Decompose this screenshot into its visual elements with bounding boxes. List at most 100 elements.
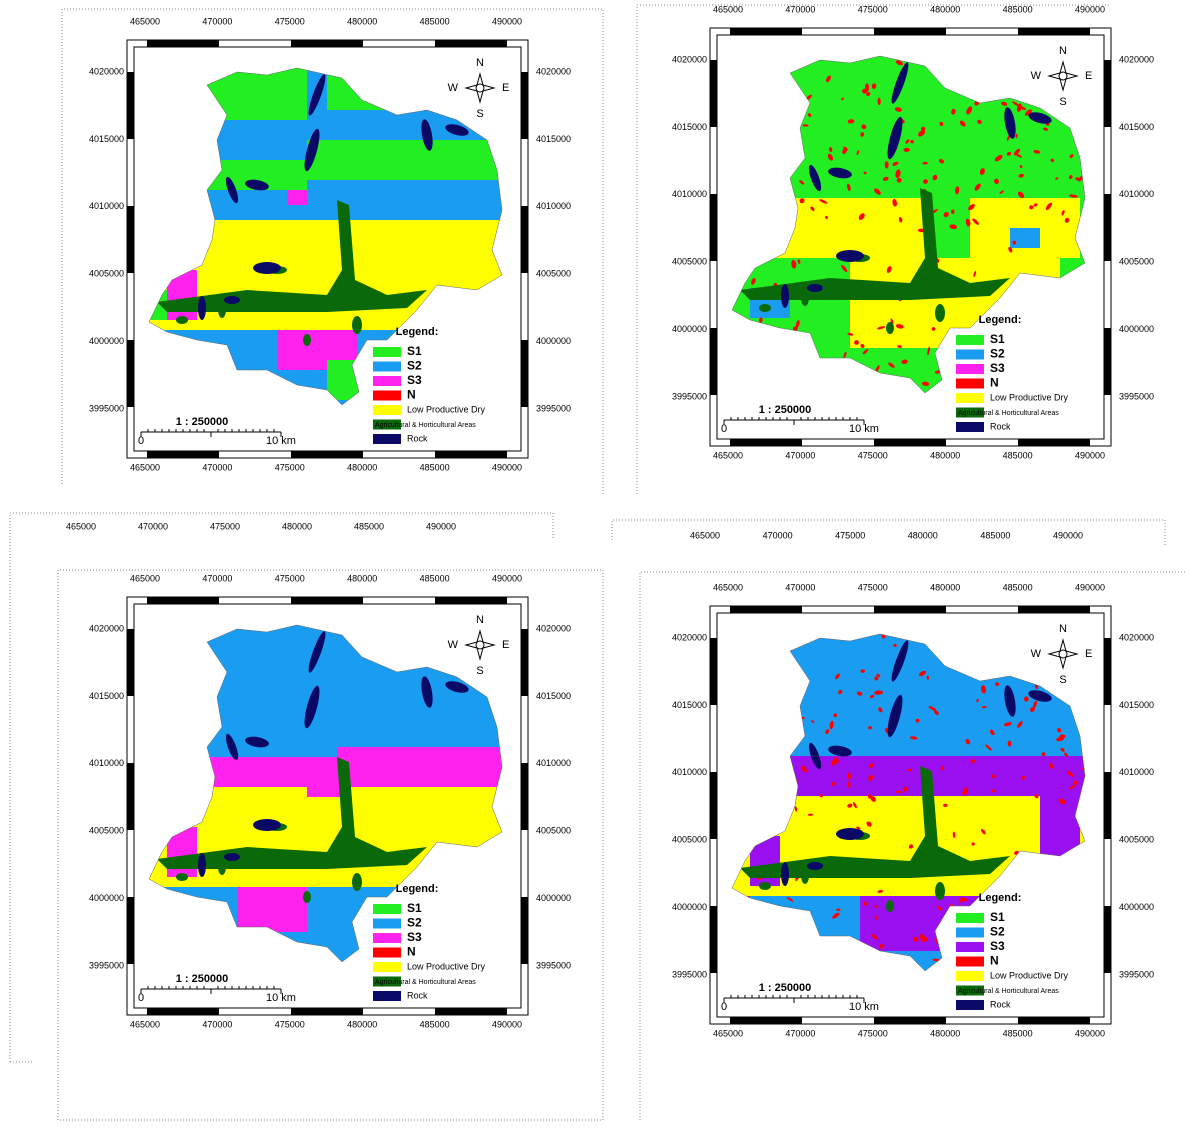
frame-bar: [147, 40, 219, 47]
rock-patch: [836, 250, 864, 262]
y-label: 4015000: [536, 134, 571, 144]
legend-swatch: [373, 376, 401, 386]
y-label: 4010000: [536, 758, 571, 768]
agri-patch: [176, 316, 188, 324]
scale-end: 10 km: [849, 1001, 879, 1013]
y-label: 4010000: [536, 201, 571, 211]
y-label: 4000000: [1119, 902, 1154, 912]
y-label: 4015000: [1119, 122, 1154, 132]
rock-patch: [198, 853, 206, 877]
map-panel: 4650004650004700004700004750004750004800…: [89, 16, 571, 472]
compass-s: S: [476, 665, 483, 677]
x-label: 485000: [420, 1019, 450, 1029]
y-label: 4000000: [672, 324, 707, 334]
legend-title: Legend:: [979, 314, 1022, 326]
agri-patch: [759, 304, 771, 312]
rock-patch: [807, 862, 823, 870]
y-label: 4010000: [89, 758, 124, 768]
legend-label: S3: [990, 939, 1005, 953]
legend-swatch: [956, 1000, 984, 1010]
stray-x-label: 480000: [908, 530, 938, 540]
y-label: 4005000: [672, 835, 707, 845]
frame-bar: [291, 451, 363, 458]
y-label: 4000000: [536, 336, 571, 346]
frame-bar: [127, 763, 134, 830]
region: [237, 887, 307, 932]
agri-patch: [886, 900, 894, 912]
x-label: 490000: [492, 462, 522, 472]
x-label: 490000: [1075, 582, 1105, 592]
compass-w: W: [1031, 70, 1042, 82]
map-panel: 4650004650004700004700004750004750004800…: [672, 582, 1154, 1038]
frame-bar: [1104, 638, 1111, 705]
legend-swatch: [373, 933, 401, 943]
y-label: 4020000: [89, 66, 124, 76]
legend-label: Rock: [407, 433, 428, 443]
frame-bar: [291, 1008, 363, 1015]
legend-label: S1: [407, 344, 422, 358]
x-label: 480000: [347, 1019, 377, 1029]
rock-patch: [198, 296, 206, 320]
legend-label: S3: [407, 373, 422, 387]
y-label: 4010000: [1119, 767, 1154, 777]
legend-title: Legend:: [979, 892, 1022, 904]
x-label: 475000: [858, 450, 888, 460]
legend-label: S2: [407, 359, 422, 373]
frame-bar: [521, 763, 528, 830]
x-label: 485000: [1003, 582, 1033, 592]
legend-label: S1: [990, 332, 1005, 346]
y-label: 4020000: [536, 623, 571, 633]
y-label: 4015000: [672, 700, 707, 710]
legend-swatch: [373, 347, 401, 357]
x-label: 475000: [858, 4, 888, 14]
y-label: 4020000: [1119, 54, 1154, 64]
x-label: 490000: [492, 16, 522, 26]
agri-patch: [303, 891, 311, 903]
stray-x-label: 475000: [210, 521, 240, 531]
x-label: 480000: [930, 4, 960, 14]
y-label: 4020000: [536, 66, 571, 76]
compass-e: E: [502, 82, 509, 94]
agri-patch: [218, 859, 226, 875]
region: [1040, 796, 1080, 856]
y-label: 3995000: [536, 960, 571, 970]
legend-swatch: [373, 405, 401, 415]
y-label: 4010000: [89, 201, 124, 211]
agri-patch: [886, 322, 894, 334]
y-label: 4005000: [89, 826, 124, 836]
x-label: 465000: [130, 16, 160, 26]
y-label: 3995000: [89, 403, 124, 413]
frame-bar: [127, 206, 134, 273]
agri-patch: [176, 873, 188, 881]
x-label: 470000: [202, 462, 232, 472]
region: [287, 190, 307, 205]
legend-label: Low Productive Dry: [990, 970, 1069, 980]
frame-bar: [730, 439, 802, 446]
frame-bar: [521, 72, 528, 139]
frame-bar: [1104, 60, 1111, 127]
stray-x-label: 470000: [763, 530, 793, 540]
scale-ratio: 1 : 250000: [759, 404, 812, 416]
frame-bar: [291, 597, 363, 604]
frame-bar: [147, 597, 219, 604]
compass-center: [476, 84, 484, 92]
frame-bar: [874, 439, 946, 446]
frame-bar: [874, 28, 946, 35]
x-label: 470000: [202, 573, 232, 583]
y-label: 4015000: [89, 691, 124, 701]
scale-start: 0: [721, 1001, 727, 1013]
compass-s: S: [1059, 96, 1066, 108]
x-label: 490000: [1075, 1028, 1105, 1038]
y-label: 4000000: [89, 893, 124, 903]
y-label: 4005000: [1119, 257, 1154, 267]
compass-w: W: [1031, 648, 1042, 660]
y-label: 3995000: [89, 960, 124, 970]
map-figure: 4650004650004700004700004750004750004800…: [0, 0, 1185, 1126]
frame-bar: [1104, 906, 1111, 973]
stray-x-label: 470000: [138, 521, 168, 531]
map-panel: 4650004650004700004700004750004750004800…: [672, 4, 1154, 460]
x-label: 470000: [202, 1019, 232, 1029]
compass-center: [476, 641, 484, 649]
y-label: 3995000: [536, 403, 571, 413]
y-label: 4005000: [536, 826, 571, 836]
